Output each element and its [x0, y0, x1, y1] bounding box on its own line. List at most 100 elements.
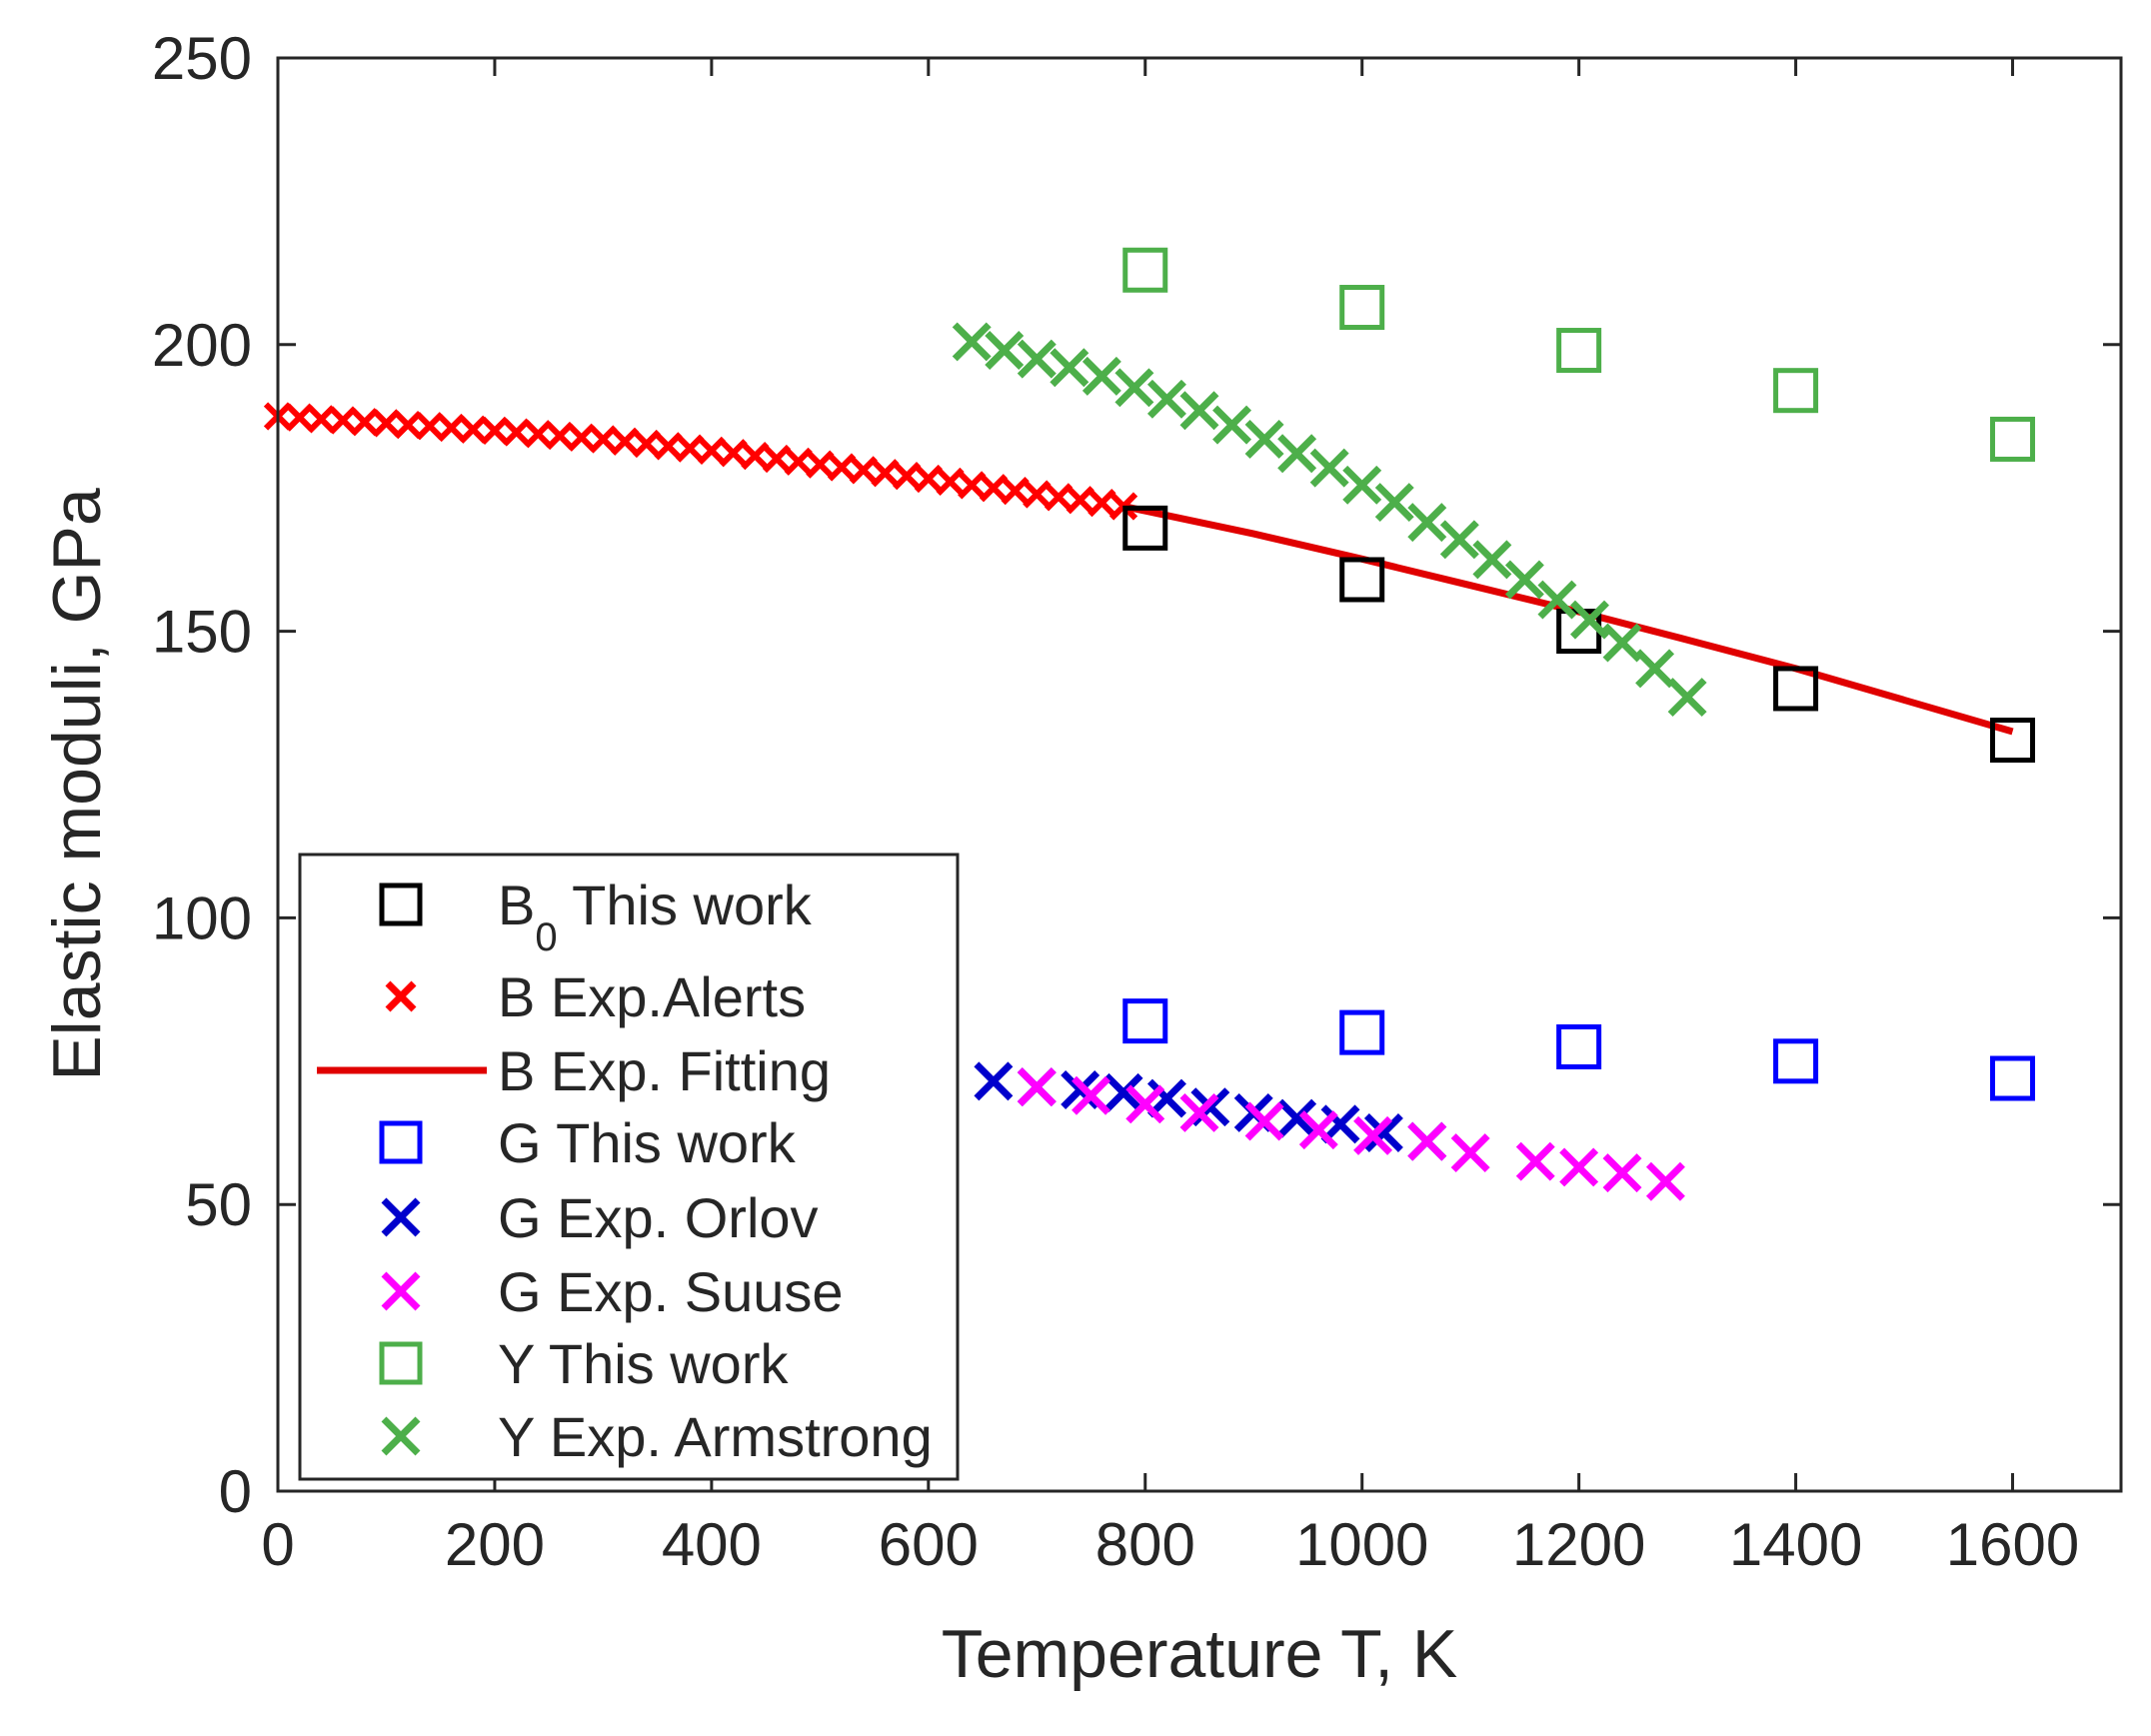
data-point-x: [1667, 678, 1707, 718]
x-marker-stroke: [871, 459, 900, 488]
data-point-x: [849, 456, 878, 485]
x-marker-stroke: [1515, 1141, 1555, 1181]
x-tick-label: 200: [445, 1511, 545, 1578]
data-point-square: [1556, 328, 1602, 374]
data-point-x: [985, 331, 1025, 371]
legend-box: [298, 853, 960, 1481]
x-marker-stroke: [893, 462, 922, 491]
data-point-x: [893, 462, 922, 491]
legend-label: B Exp. Fitting: [498, 1039, 831, 1102]
data-point-x: [762, 444, 792, 474]
x-axis-label: Temperature T, K: [942, 1616, 1458, 1692]
data-point-x: [1298, 1110, 1338, 1150]
data-point-x: [1407, 1121, 1447, 1161]
x-marker-stroke: [985, 331, 1025, 371]
x-marker-stroke: [350, 408, 379, 437]
axes-box: [276, 56, 2123, 1493]
x-marker-stroke: [741, 441, 770, 471]
legend-x-sample: [385, 980, 417, 1012]
x-marker-stroke: [1072, 1075, 1111, 1115]
data-point-x: [1017, 1067, 1057, 1107]
legend-entry: B Exp. Fitting: [317, 1039, 831, 1102]
data-point-square: [1773, 368, 1819, 414]
data-point-x: [1072, 1075, 1111, 1115]
x-marker-stroke: [1061, 1070, 1100, 1109]
x-marker-stroke: [979, 474, 1009, 503]
series-g-exp-suuse: [1017, 1067, 1685, 1201]
data-point-x: [1244, 419, 1284, 459]
legend-label-main: B: [498, 873, 535, 936]
x-marker-stroke: [1017, 339, 1057, 379]
data-point-x: [1537, 580, 1577, 620]
x-marker-stroke: [806, 450, 835, 479]
legend-square-sample: [379, 1341, 423, 1385]
data-point-square: [1990, 1055, 2036, 1101]
x-marker-stroke: [1017, 1067, 1057, 1107]
legend-label-rest: This work: [558, 873, 813, 936]
data-point-x: [1017, 339, 1057, 379]
data-point-x: [1635, 649, 1675, 689]
x-tick-label: 600: [879, 1511, 979, 1578]
data-point-square: [1339, 1009, 1385, 1055]
data-point-square: [1773, 1038, 1819, 1084]
data-point-x: [1190, 1087, 1230, 1127]
data-point-x: [784, 447, 813, 476]
x-marker-stroke: [827, 453, 857, 482]
legend-x-sample: [381, 1271, 421, 1311]
data-point-x: [1179, 1092, 1219, 1132]
x-marker-stroke: [307, 405, 336, 434]
x-marker-stroke: [784, 447, 813, 476]
x-marker-stroke: [1114, 368, 1154, 408]
data-point-x: [1277, 1098, 1317, 1138]
data-point-x: [1277, 434, 1317, 474]
x-marker-stroke: [1044, 483, 1074, 512]
data-point-x: [1645, 1161, 1685, 1201]
x-marker-stroke: [1179, 1092, 1219, 1132]
x-marker-stroke: [1374, 483, 1414, 523]
data-point-x: [1309, 448, 1349, 488]
x-marker-stroke: [1472, 540, 1512, 580]
legend-entry: G Exp. Suuse: [381, 1260, 844, 1323]
data-point-x: [1061, 1070, 1100, 1109]
data-point-x: [1353, 1115, 1393, 1155]
x-marker-stroke: [1050, 348, 1089, 388]
x-marker-stroke: [762, 444, 792, 474]
y-tick-label: 50: [185, 1171, 252, 1238]
plot-layer: [263, 247, 2036, 1201]
data-point-x: [936, 467, 965, 497]
x-marker-stroke: [1450, 1133, 1490, 1173]
data-point-x: [1602, 623, 1642, 663]
x-marker-stroke: [914, 464, 943, 494]
x-marker-stroke: [1298, 1110, 1338, 1150]
x-marker-stroke: [381, 1416, 421, 1456]
data-point-x: [1472, 540, 1512, 580]
legend-x-sample: [381, 1416, 421, 1456]
legend-label: Y This work: [498, 1332, 789, 1395]
series-y-exp-armstrong: [952, 322, 1707, 718]
y-tick-label: 250: [152, 25, 252, 92]
x-marker-stroke: [1066, 486, 1094, 515]
x-marker-stroke: [1244, 1101, 1284, 1141]
x-marker-stroke: [1407, 503, 1447, 543]
x-marker-stroke: [394, 410, 423, 440]
x-marker-stroke: [381, 1271, 421, 1311]
x-marker-stroke: [1602, 1153, 1642, 1193]
data-point-x: [1125, 1084, 1165, 1124]
x-marker-stroke: [1190, 1087, 1230, 1127]
data-point-x: [307, 405, 336, 434]
x-marker-stroke: [1146, 379, 1186, 419]
legend-label: G Exp. Suuse: [498, 1260, 844, 1323]
legend-entry: G Exp. Orlov: [381, 1186, 819, 1249]
legend-label: B Exp.Alerts: [498, 965, 806, 1028]
y-axis-label: Elastic moduli, GPa: [39, 488, 115, 1081]
x-tick-label: 800: [1095, 1511, 1195, 1578]
data-point-x: [1602, 1153, 1642, 1193]
legend-square-sample: [379, 882, 423, 926]
x-marker-stroke: [459, 415, 488, 444]
legend: B0 This work B Exp.Alerts B Exp. Fitting G …: [298, 853, 960, 1481]
data-point-x: [741, 441, 770, 471]
legend-label: G Exp. Orlov: [498, 1186, 819, 1249]
data-point-square: [1556, 1023, 1602, 1069]
data-point-square: [1990, 416, 2036, 462]
legend-label-subscript: 0: [535, 915, 557, 959]
